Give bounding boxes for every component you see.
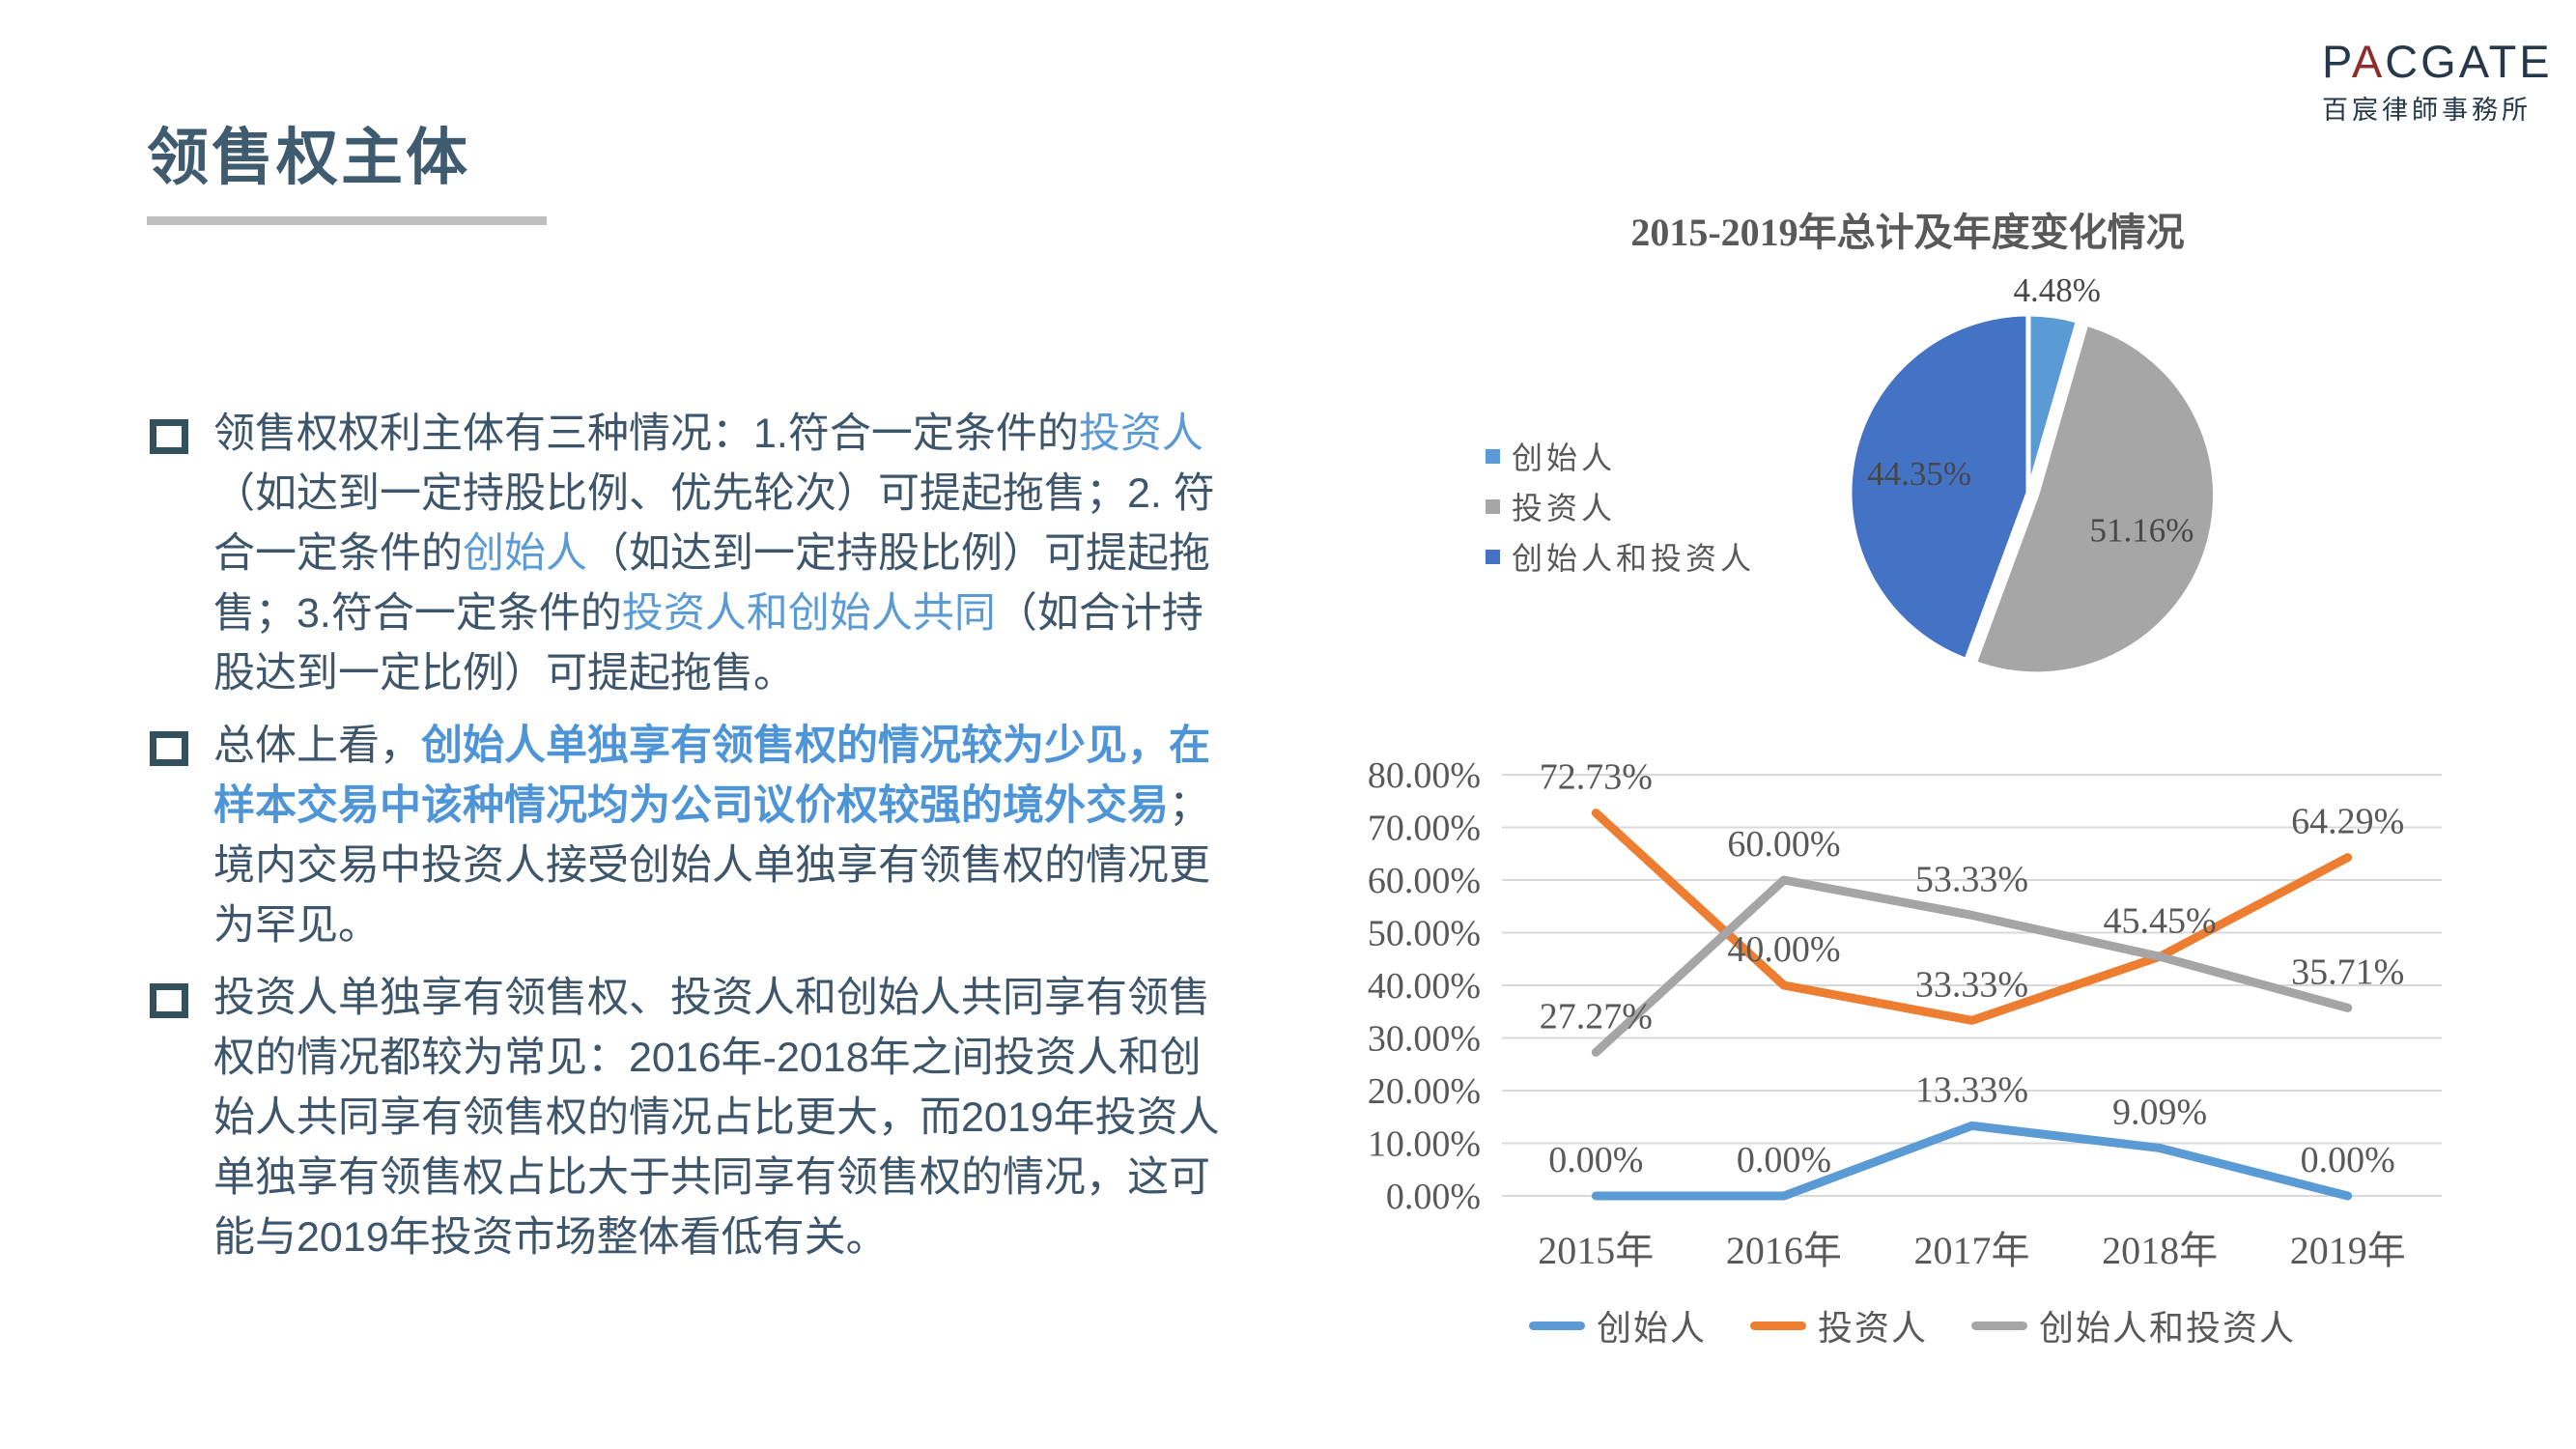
pie-legend-item-investor: 投资人 bbox=[1486, 481, 1755, 531]
legend-dash-founder bbox=[1528, 1321, 1585, 1330]
b1-seg2-investor: 投资人 bbox=[1078, 411, 1203, 457]
logo-chinese-name: 百宸律師事務所 bbox=[2322, 96, 2532, 125]
pie-slice bbox=[1847, 311, 2031, 664]
x-tick-label: 2016年 bbox=[1726, 1229, 1842, 1272]
pie-slice bbox=[1971, 321, 2219, 677]
pie-legend-label: 投资人 bbox=[1512, 491, 1617, 526]
y-tick-label: 30.00% bbox=[1368, 1019, 1481, 1060]
line-legend-label: 创始人 bbox=[1596, 1309, 1707, 1348]
line-legend-label: 创始人和投资人 bbox=[2039, 1309, 2297, 1348]
data-label: 9.09% bbox=[2112, 1092, 2207, 1132]
x-tick-label: 2017年 bbox=[1914, 1229, 2030, 1272]
b1-seg5: （如达到一定持股比例）可提起拖售；3.符合一定条件的 bbox=[213, 530, 1210, 637]
y-tick-label: 10.00% bbox=[1368, 1124, 1481, 1165]
pie-chart: 4.48% 51.16% 44.35% bbox=[1847, 271, 2219, 677]
bullet-square-icon bbox=[150, 419, 188, 454]
legend-dash-joint bbox=[1971, 1321, 2027, 1330]
bullet-square-icon bbox=[150, 731, 188, 766]
b1-seg7: （如合计持股达到一定比例）可提起拖售。 bbox=[213, 590, 1203, 696]
data-label: 13.33% bbox=[1915, 1069, 2028, 1110]
logo-letter-a-red: A bbox=[2351, 36, 2386, 87]
y-tick-label: 70.00% bbox=[1368, 809, 1481, 849]
x-tick-label: 2018年 bbox=[2102, 1229, 2218, 1272]
b2-seg3: ；境内交易中投资人接受创始人单独享有领售权的情况更为罕见。 bbox=[213, 782, 1210, 949]
b3-seg1: 投资人单独享有领售权、投资人和创始人共同享有领售权的情况都较为常见：2016年-… bbox=[213, 975, 1220, 1261]
bullet-text-1: 领售权权利主体有三种情况：1.符合一定条件的投资人 （如达到一定持股比例、优先轮次… bbox=[213, 404, 1231, 703]
x-tick-label: 2019年 bbox=[2290, 1229, 2406, 1272]
y-tick-label: 40.00% bbox=[1368, 966, 1481, 1007]
line-chart: 80.00% 70.00% 60.00% 50.00% 40.00% 30.00% 20.0… bbox=[1368, 755, 2442, 1272]
pie-data-label: 44.35% bbox=[1867, 455, 1971, 493]
logo-letters-rest: CGATE bbox=[2385, 36, 2553, 87]
y-tick-label: 20.00% bbox=[1368, 1071, 1481, 1112]
pie-legend-label: 创始人和投资人 bbox=[1512, 541, 1756, 576]
data-label: 27.27% bbox=[1540, 996, 1653, 1037]
b1-seg4-founder: 创始人 bbox=[463, 530, 587, 577]
pie-legend: 创始人 投资人 创始人和投资人 bbox=[1486, 431, 1755, 582]
pie-data-label: 4.48% bbox=[2014, 271, 2101, 309]
bullet-item-2: 总体上看，创始人单独享有领售权的情况较为少见，在样本交易中该种情况均为公司议价权… bbox=[150, 716, 1231, 955]
y-tick-label: 0.00% bbox=[1386, 1177, 1481, 1217]
b2-seg1: 总体上看， bbox=[213, 723, 421, 769]
y-tick-label: 80.00% bbox=[1368, 755, 1481, 796]
legend-swatch-founder bbox=[1486, 448, 1500, 464]
data-label: 64.29% bbox=[2291, 802, 2404, 842]
b2-seg2-emphasis: 创始人单独享有领售权的情况较为少见，在样本交易中该种情况均为公司议价权较强的境外… bbox=[213, 723, 1210, 829]
pie-data-label: 51.16% bbox=[2090, 512, 2194, 550]
bullet-text-2: 总体上看，创始人单独享有领售权的情况较为少见，在样本交易中该种情况均为公司议价权… bbox=[213, 716, 1231, 955]
bullet-item-3: 投资人单独享有领售权、投资人和创始人共同享有领售权的情况都较为常见：2016年-… bbox=[150, 968, 1231, 1267]
line-legend-item-founder: 创始人 bbox=[1528, 1300, 1707, 1350]
pie-legend-item-founder: 创始人 bbox=[1486, 431, 1755, 481]
series-line bbox=[1591, 875, 2353, 1057]
data-label: 33.33% bbox=[1915, 964, 2028, 1005]
y-tick-label: 50.00% bbox=[1368, 914, 1481, 954]
b1-seg6-joint: 投资人和创始人共同 bbox=[621, 590, 996, 637]
pie-chart-title: 2015-2019年总计及年度变化情况 bbox=[1630, 211, 2185, 254]
legend-dash-investor bbox=[1749, 1321, 1806, 1330]
bullet-list: 领售权权利主体有三种情况：1.符合一定条件的投资人 （如达到一定持股比例、优先轮次… bbox=[150, 404, 1231, 1280]
data-label: 35.71% bbox=[2291, 952, 2404, 992]
pacgate-logo: PACGATE 百宸律師事務所 bbox=[2322, 37, 2554, 127]
legend-swatch-investor bbox=[1486, 498, 1500, 514]
data-label: 0.00% bbox=[1737, 1140, 1831, 1180]
pie-legend-label: 创始人 bbox=[1512, 440, 1617, 475]
logo-wordmark: PACGATE bbox=[2322, 37, 2554, 87]
series-line bbox=[1591, 809, 2353, 1025]
data-label: 72.73% bbox=[1540, 757, 1653, 798]
b1-seg1: 领售权权利主体有三种情况：1.符合一定条件的 bbox=[213, 411, 1079, 457]
data-label: 0.00% bbox=[2301, 1140, 2395, 1180]
data-label: 53.33% bbox=[1915, 859, 2028, 899]
data-label: 40.00% bbox=[1727, 929, 1840, 970]
data-label: 60.00% bbox=[1727, 824, 1840, 865]
line-legend-item-investor: 投资人 bbox=[1749, 1300, 1928, 1350]
bullet-square-icon bbox=[150, 983, 188, 1018]
title-underline bbox=[147, 216, 547, 225]
logo-letter-p: P bbox=[2322, 36, 2352, 87]
data-label: 45.45% bbox=[2104, 900, 2217, 941]
x-tick-label: 2015年 bbox=[1538, 1229, 1654, 1272]
pie-legend-item-joint: 创始人和投资人 bbox=[1486, 531, 1755, 582]
b1-seg3: （如达到一定持股比例、优先轮次）可提起拖售；2. 符合一定条件的 bbox=[213, 470, 1215, 577]
line-legend-label: 投资人 bbox=[1817, 1309, 1928, 1348]
line-legend: 创始人 投资人 创始人和投资人 bbox=[1343, 1300, 2482, 1350]
series-line bbox=[1591, 1121, 2353, 1201]
legend-swatch-joint bbox=[1486, 549, 1500, 564]
bullet-item-1: 领售权权利主体有三种情况：1.符合一定条件的投资人 （如达到一定持股比例、优先轮次… bbox=[150, 404, 1231, 703]
page-title: 领售权主体 bbox=[147, 123, 470, 192]
bullet-text-3: 投资人单独享有领售权、投资人和创始人共同享有领售权的情况都较为常见：2016年-… bbox=[213, 968, 1231, 1267]
line-legend-item-joint: 创始人和投资人 bbox=[1971, 1300, 2296, 1350]
y-tick-label: 60.00% bbox=[1368, 861, 1481, 901]
data-label: 0.00% bbox=[1548, 1140, 1643, 1180]
